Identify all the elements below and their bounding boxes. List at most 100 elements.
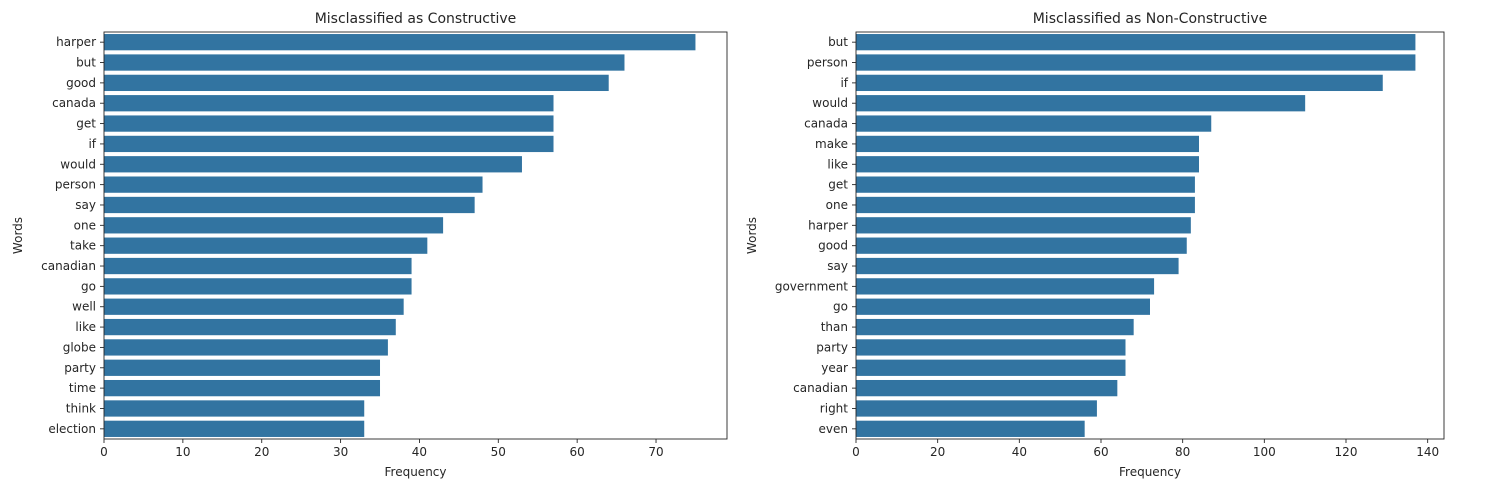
x-tick-label: 40 bbox=[412, 445, 427, 459]
y-tick-label: get bbox=[828, 178, 848, 192]
bar-one bbox=[104, 217, 444, 234]
bar-year bbox=[856, 359, 1126, 376]
y-tick-label: person bbox=[55, 178, 96, 192]
x-tick-label: 60 bbox=[570, 445, 585, 459]
bar-make bbox=[856, 135, 1199, 153]
y-tick-label: election bbox=[48, 422, 96, 436]
bar-canada bbox=[104, 95, 554, 112]
bar-would bbox=[104, 156, 522, 173]
bar-globe bbox=[104, 339, 388, 356]
y-tick-label: right bbox=[820, 401, 848, 415]
chart-title: Misclassified as Non-Constructive bbox=[1033, 11, 1268, 27]
y-tick-label: harper bbox=[56, 35, 96, 49]
x-axis-label: Frequency bbox=[1119, 465, 1181, 479]
y-tick-label: one bbox=[826, 198, 848, 212]
y-tick-label: even bbox=[819, 422, 848, 436]
bar-like bbox=[104, 318, 396, 336]
x-tick-label: 30 bbox=[333, 445, 348, 459]
x-tick-label: 60 bbox=[1093, 445, 1108, 459]
bar-canadian bbox=[104, 257, 412, 275]
bar-get bbox=[856, 176, 1195, 193]
x-tick-label: 120 bbox=[1335, 445, 1358, 459]
y-tick-label: would bbox=[60, 157, 96, 171]
y-tick-label: say bbox=[75, 198, 96, 212]
x-tick-label: 140 bbox=[1416, 445, 1439, 459]
axes-frame bbox=[855, 31, 1445, 440]
bar-good bbox=[856, 237, 1187, 254]
y-tick-label: canadian bbox=[41, 259, 96, 273]
bar-harper bbox=[104, 34, 696, 51]
bar-get bbox=[104, 115, 554, 132]
y-tick-label: canada bbox=[804, 117, 848, 131]
y-tick-label: think bbox=[66, 401, 96, 415]
y-tick-label: government bbox=[775, 279, 848, 293]
y-tick-label: go bbox=[81, 279, 96, 293]
bar-person bbox=[104, 176, 483, 193]
y-tick-label: but bbox=[828, 35, 848, 49]
y-tick-label: globe bbox=[63, 340, 96, 354]
x-tick-label: 100 bbox=[1253, 445, 1276, 459]
y-tick-label: but bbox=[76, 56, 96, 70]
y-tick-label: like bbox=[75, 320, 96, 334]
y-tick-label: make bbox=[815, 137, 848, 151]
bar-even bbox=[856, 420, 1085, 437]
bar-think bbox=[104, 400, 365, 417]
bar-government bbox=[856, 278, 1155, 295]
y-tick-label: like bbox=[827, 157, 848, 171]
x-tick-label: 70 bbox=[648, 445, 663, 459]
y-axis-label: Words bbox=[11, 217, 25, 254]
y-tick-label: good bbox=[818, 239, 848, 253]
y-tick-label: person bbox=[807, 56, 848, 70]
bar-time bbox=[104, 379, 381, 397]
bar-person bbox=[856, 54, 1416, 71]
y-tick-label: canada bbox=[52, 96, 96, 110]
chart-non-constructive: but person if would canada make like get one harp… bbox=[745, 11, 1445, 479]
bar-good bbox=[104, 74, 609, 92]
x-tick-label: 0 bbox=[852, 445, 860, 459]
bar-canada bbox=[856, 115, 1212, 132]
bar-than bbox=[856, 318, 1134, 336]
y-tick-label: year bbox=[821, 361, 848, 375]
y-tick-label: take bbox=[70, 239, 96, 253]
y-tick-label: than bbox=[821, 320, 848, 334]
bar-right bbox=[856, 400, 1097, 417]
bar-say bbox=[104, 196, 475, 214]
x-tick-label: 10 bbox=[175, 445, 190, 459]
axes-frame bbox=[103, 31, 728, 440]
x-axis-label: Frequency bbox=[385, 465, 447, 479]
y-tick-label: if bbox=[88, 137, 96, 151]
y-tick-label: get bbox=[76, 117, 96, 131]
y-tick-label: say bbox=[827, 259, 848, 273]
y-tick-label: party bbox=[816, 340, 848, 354]
x-tick-label: 80 bbox=[1175, 445, 1190, 459]
y-tick-label: would bbox=[812, 96, 848, 110]
bar-like bbox=[856, 156, 1199, 173]
bar-well bbox=[104, 298, 404, 315]
chart-title: Misclassified as Constructive bbox=[315, 11, 517, 27]
y-tick-label: canadian bbox=[793, 381, 848, 395]
x-tick-label: 20 bbox=[254, 445, 269, 459]
bar-party bbox=[104, 359, 381, 376]
bar-canadian bbox=[856, 379, 1118, 397]
bar-election bbox=[104, 420, 365, 437]
y-tick-label: harper bbox=[808, 218, 848, 232]
bar-go bbox=[856, 298, 1150, 315]
x-tick-label: 20 bbox=[930, 445, 945, 459]
bar-if bbox=[856, 74, 1383, 92]
bar-but bbox=[856, 34, 1416, 51]
bar-harper bbox=[856, 217, 1191, 234]
bar-party bbox=[856, 339, 1126, 356]
bar-if bbox=[104, 135, 554, 153]
y-tick-label: go bbox=[833, 300, 848, 314]
y-tick-label: one bbox=[74, 218, 96, 232]
chart-constructive: harper but good canada get if would person say on… bbox=[11, 11, 728, 479]
bar-but bbox=[104, 54, 625, 71]
bar-would bbox=[856, 95, 1306, 112]
y-tick-label: if bbox=[840, 76, 848, 90]
bar-one bbox=[856, 196, 1195, 214]
y-axis-label: Words bbox=[745, 217, 759, 254]
bar-go bbox=[104, 278, 412, 295]
y-tick-label: well bbox=[72, 300, 96, 314]
bar-take bbox=[104, 237, 428, 254]
